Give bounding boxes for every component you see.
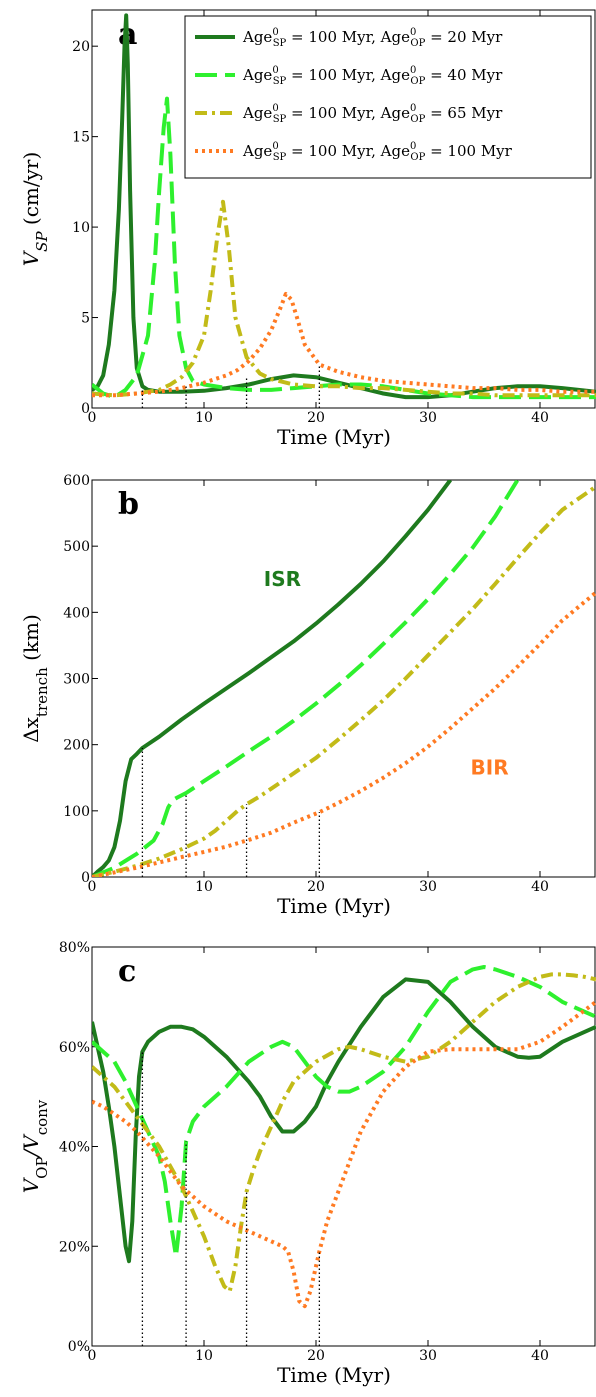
y-tick-label: 0 <box>81 401 90 417</box>
annotation-bir: BIR <box>471 755 509 779</box>
series-line-4 <box>92 590 596 877</box>
panel-letter-c: c <box>118 954 136 989</box>
x-tick-label: 10 <box>195 879 213 895</box>
series-line-3 <box>92 484 596 877</box>
series-line-4 <box>92 292 596 398</box>
x-tick-label: 40 <box>531 879 549 895</box>
series-line-1 <box>92 977 596 1264</box>
legend-entry: Age0 SP = 100 Myr, Age0 OP = 20 Myr <box>242 27 503 49</box>
y-axis-label: Δxtrench (km) <box>19 614 51 743</box>
y-tick-label: 60% <box>59 1040 90 1056</box>
y-axis-label: VOP/Vconv <box>19 1099 51 1193</box>
x-tick-label: 20 <box>307 879 325 895</box>
y-tick-label: 500 <box>63 539 90 555</box>
x-axis-label: Time (Myr) <box>277 425 391 449</box>
y-tick-label: 10 <box>72 220 90 236</box>
x-tick-label: 30 <box>419 410 437 426</box>
y-axis-label: VSP (cm/yr) <box>19 152 51 267</box>
legend-entry: Age0 SP = 100 Myr, Age0 OP = 40 Myr <box>242 65 503 87</box>
y-tick-label: 15 <box>72 130 90 146</box>
y-tick-label: 80% <box>59 940 90 956</box>
y-tick-label: 400 <box>63 605 90 621</box>
x-axis-label: Time (Myr) <box>277 894 391 918</box>
x-tick-label: 0 <box>88 879 97 895</box>
x-tick-label: 30 <box>419 879 437 895</box>
y-tick-label: 100 <box>63 804 90 820</box>
series-line-2 <box>92 965 596 1259</box>
plot-frame <box>91 946 596 1347</box>
y-tick-label: 0% <box>68 1339 90 1355</box>
y-tick-label: 40% <box>59 1140 90 1156</box>
series-line-4 <box>92 1000 596 1309</box>
x-tick-label: 10 <box>195 1348 213 1364</box>
x-tick-label: 40 <box>531 410 549 426</box>
y-tick-label: 300 <box>63 672 90 688</box>
y-tick-label: 200 <box>63 738 90 754</box>
x-tick-label: 20 <box>307 1348 325 1364</box>
x-tick-label: 10 <box>195 410 213 426</box>
x-tick-label: 20 <box>307 410 325 426</box>
x-tick-label: 0 <box>88 1348 97 1364</box>
plot-frame <box>91 9 596 409</box>
y-tick-label: 0 <box>81 870 90 886</box>
y-tick-label: 600 <box>63 473 90 489</box>
panel-letter-b: b <box>118 487 139 522</box>
x-tick-label: 0 <box>88 410 97 426</box>
legend-box <box>184 15 592 179</box>
series-line-2 <box>92 480 520 877</box>
annotation-isr: ISR <box>264 567 301 591</box>
y-tick-label: 20 <box>72 39 90 55</box>
series-line-3 <box>92 199 596 398</box>
x-tick-label: 40 <box>531 1348 549 1364</box>
series-line-3 <box>92 972 596 1294</box>
y-tick-label: 5 <box>81 311 90 327</box>
panel-c: 0 10 20 30 40 0% 20% 40% 60% 80% Time (Myr) VOP/Vco… <box>19 940 596 1387</box>
legend-entry: Age0 SP = 100 Myr, Age0 OP = 65 Myr <box>242 103 503 125</box>
series-line-1 <box>92 480 452 877</box>
plot-frame <box>91 479 596 878</box>
legend-entry: Age0 SP = 100 Myr, Age0 OP = 100 Myr <box>242 141 513 163</box>
y-tick-label: 20% <box>59 1239 90 1255</box>
series-line-2 <box>92 96 596 400</box>
x-axis-label: Time (Myr) <box>277 1363 391 1387</box>
x-tick-label: 30 <box>419 1348 437 1364</box>
